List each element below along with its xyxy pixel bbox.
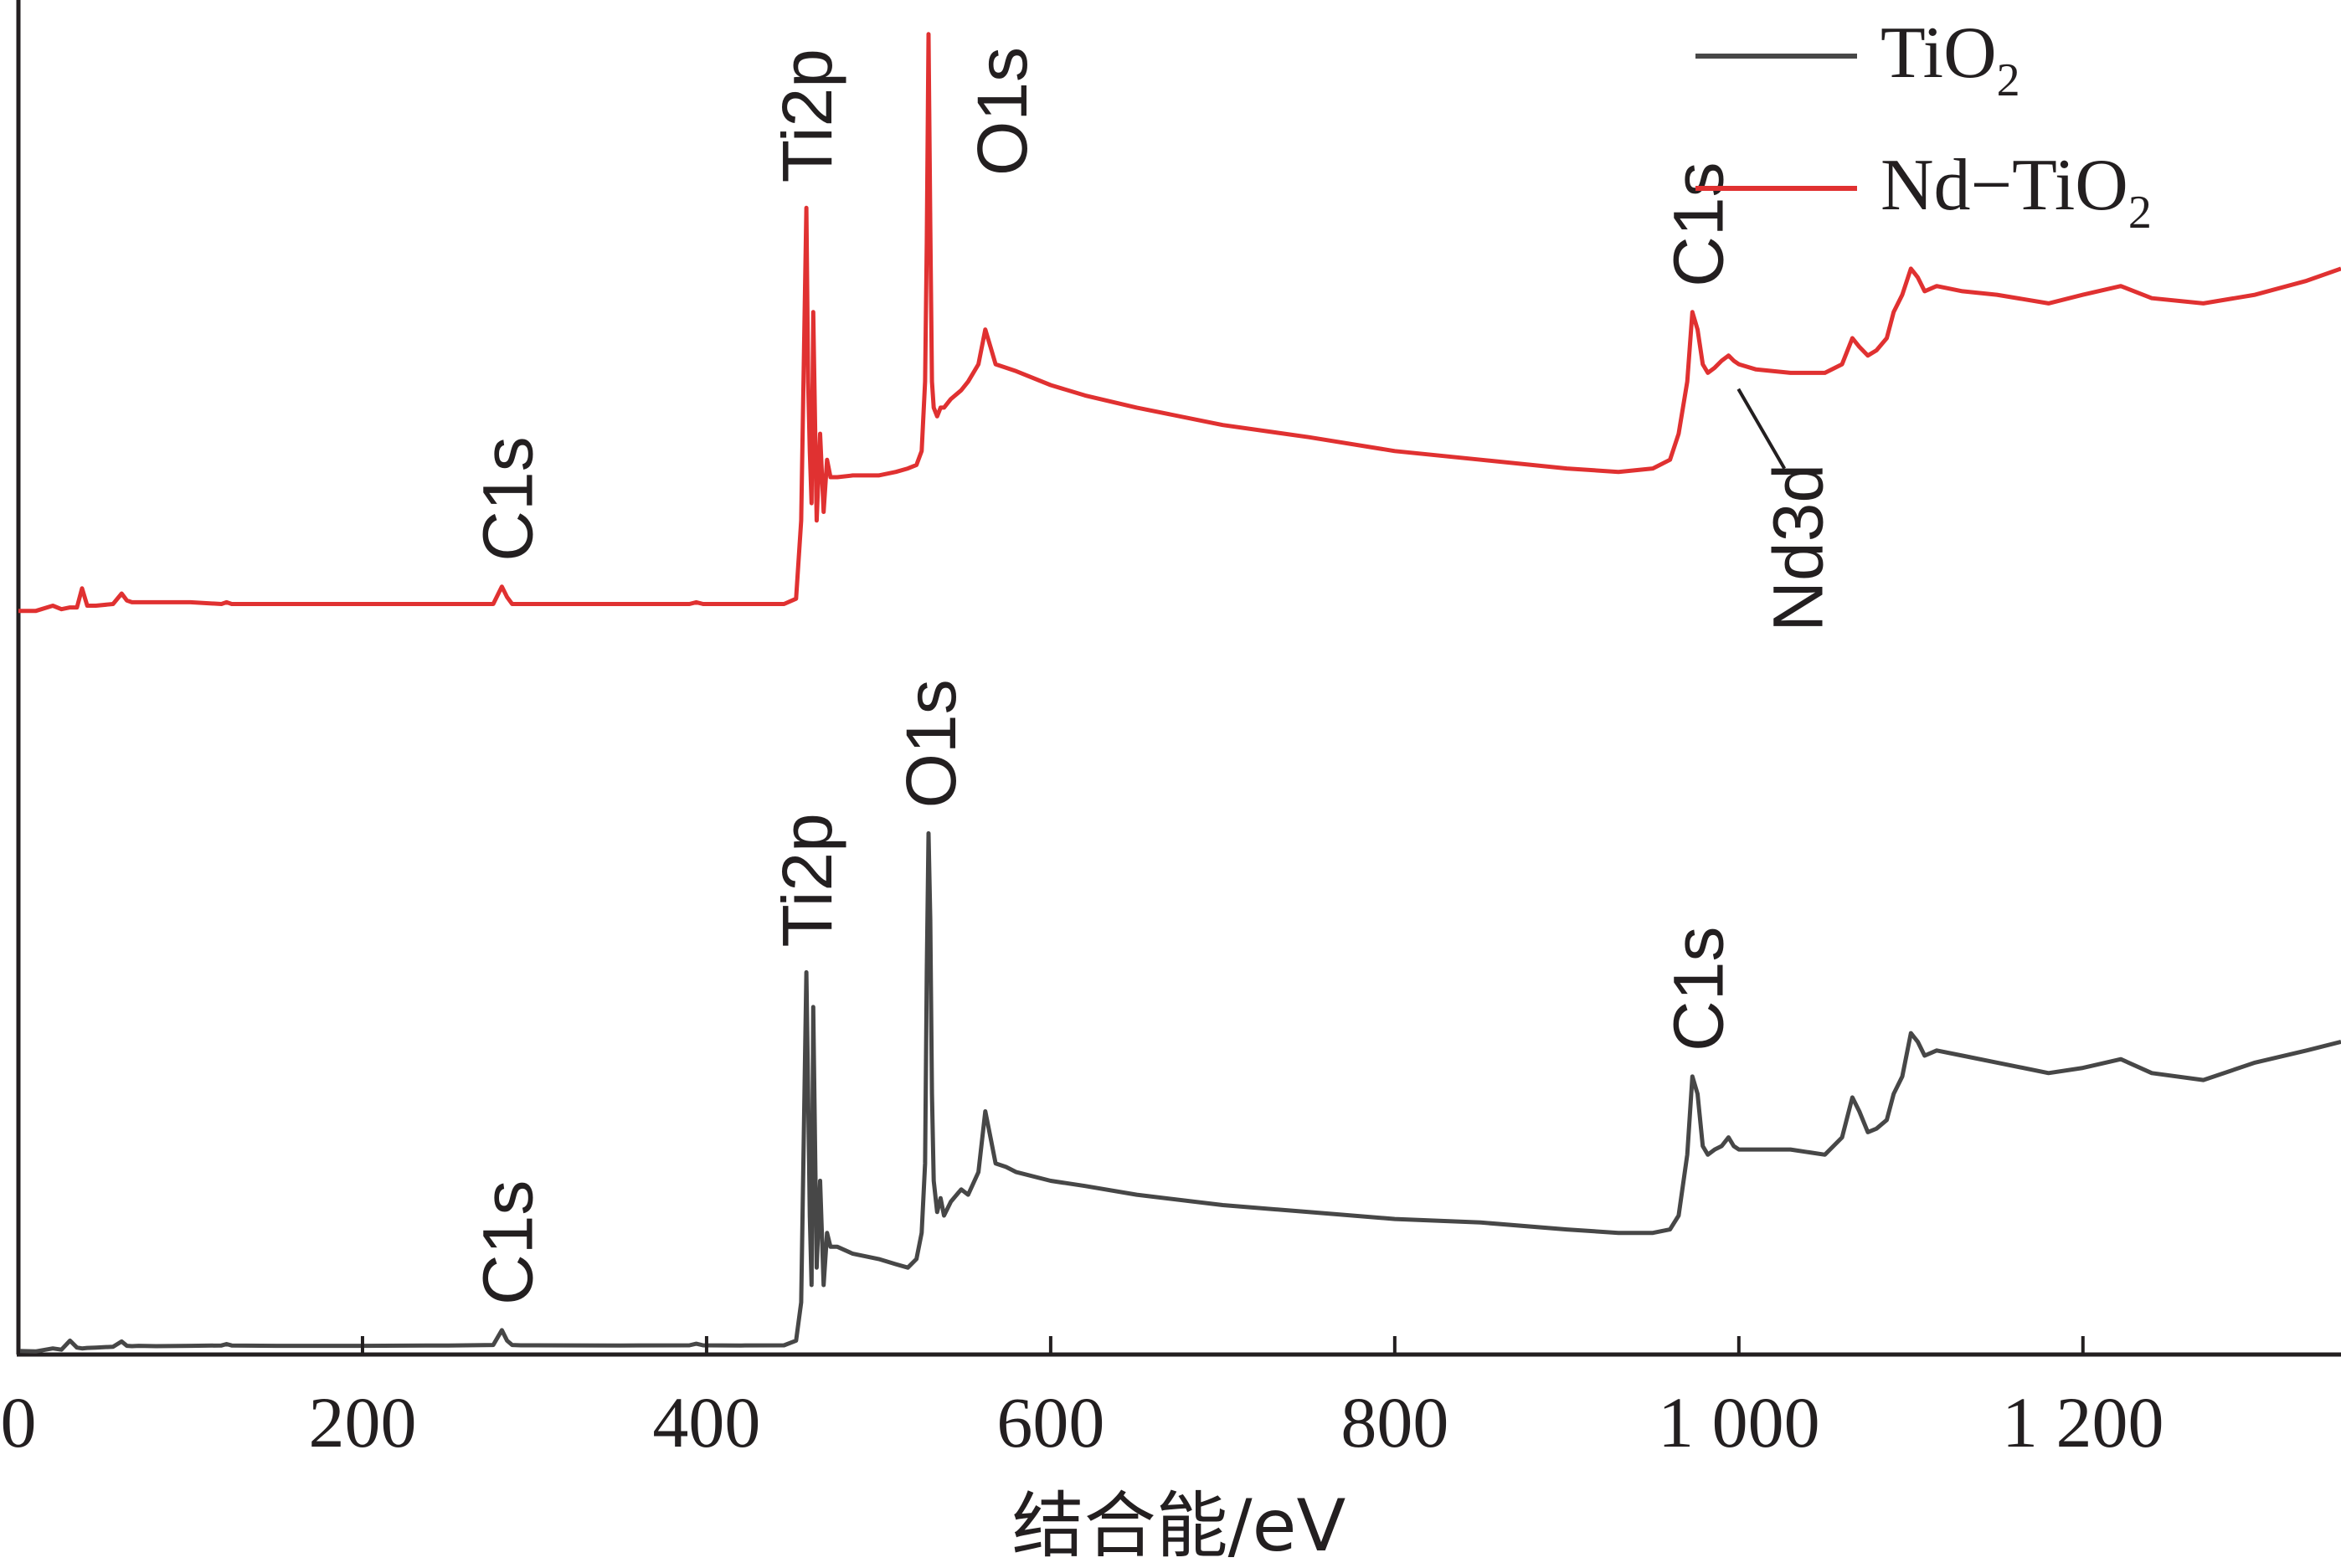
peak-label-ti2p: Ti2p (768, 49, 846, 183)
nd3d-leader-line (1736, 388, 1786, 470)
series-line-nd-tio2 (18, 32, 2341, 614)
legend-label: Nd−TiO2 (1881, 145, 2152, 239)
series-line-tio2 (18, 830, 2341, 1354)
peak-label-c1s: C1s (469, 436, 548, 561)
x-tick-label: 400 (652, 1382, 760, 1463)
peak-label-c1s: C1s (1659, 162, 1737, 286)
peak-label-c1s: C1s (1659, 927, 1737, 1051)
peak-annotations: C1s Ti2p O1s C1s C1s Ti2p O1s C1s Nd3d (469, 47, 1838, 1305)
peak-label-c1s: C1s (469, 1180, 548, 1305)
x-tick-label: 1 200 (2002, 1382, 2164, 1463)
peak-label-nd3d: Nd3d (1758, 464, 1837, 632)
x-tick-label: 800 (1340, 1382, 1448, 1463)
x-tick-label: 600 (996, 1382, 1104, 1463)
x-axis-title: 结合能/eV (1012, 1484, 1346, 1568)
x-tick-label: 0 (1, 1382, 37, 1463)
legend-subscript: 2 (1997, 54, 2020, 106)
x-tick-label: 200 (308, 1382, 416, 1463)
peak-label-o1s: O1s (892, 679, 970, 808)
plot-frame (16, 0, 2341, 1357)
peak-label-ti2p: Ti2p (768, 813, 846, 947)
series-layer (18, 32, 2341, 1354)
x-tick-label: 1 000 (1658, 1382, 1820, 1463)
legend-subscript: 2 (2128, 187, 2152, 239)
x-axis-ticks: 0 200 400 600 800 1 000 1 200 (1, 1336, 2164, 1463)
legend-label: TiO2 (1881, 13, 2020, 106)
peak-label-o1s: O1s (963, 47, 1042, 176)
legend: TiO2 Nd−TiO2 (1695, 13, 2152, 239)
